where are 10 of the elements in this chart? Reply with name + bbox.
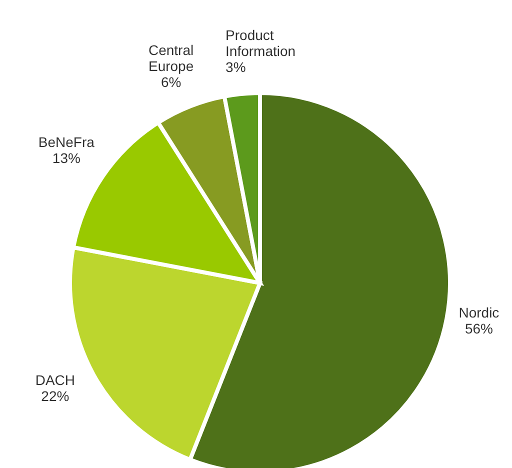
slice-label: Product Information xyxy=(226,27,296,60)
data-label: 56% xyxy=(464,320,493,337)
data-label: 3% xyxy=(226,59,246,76)
data-label: 6% xyxy=(160,74,182,90)
slice-label: Central Europe xyxy=(148,42,194,74)
slice-label: BeNeFra xyxy=(38,134,95,150)
data-label: 22% xyxy=(41,388,70,404)
data-label: 13% xyxy=(52,150,80,166)
slice-label: Nordic xyxy=(458,304,500,321)
slice-label: DACH xyxy=(35,372,76,388)
